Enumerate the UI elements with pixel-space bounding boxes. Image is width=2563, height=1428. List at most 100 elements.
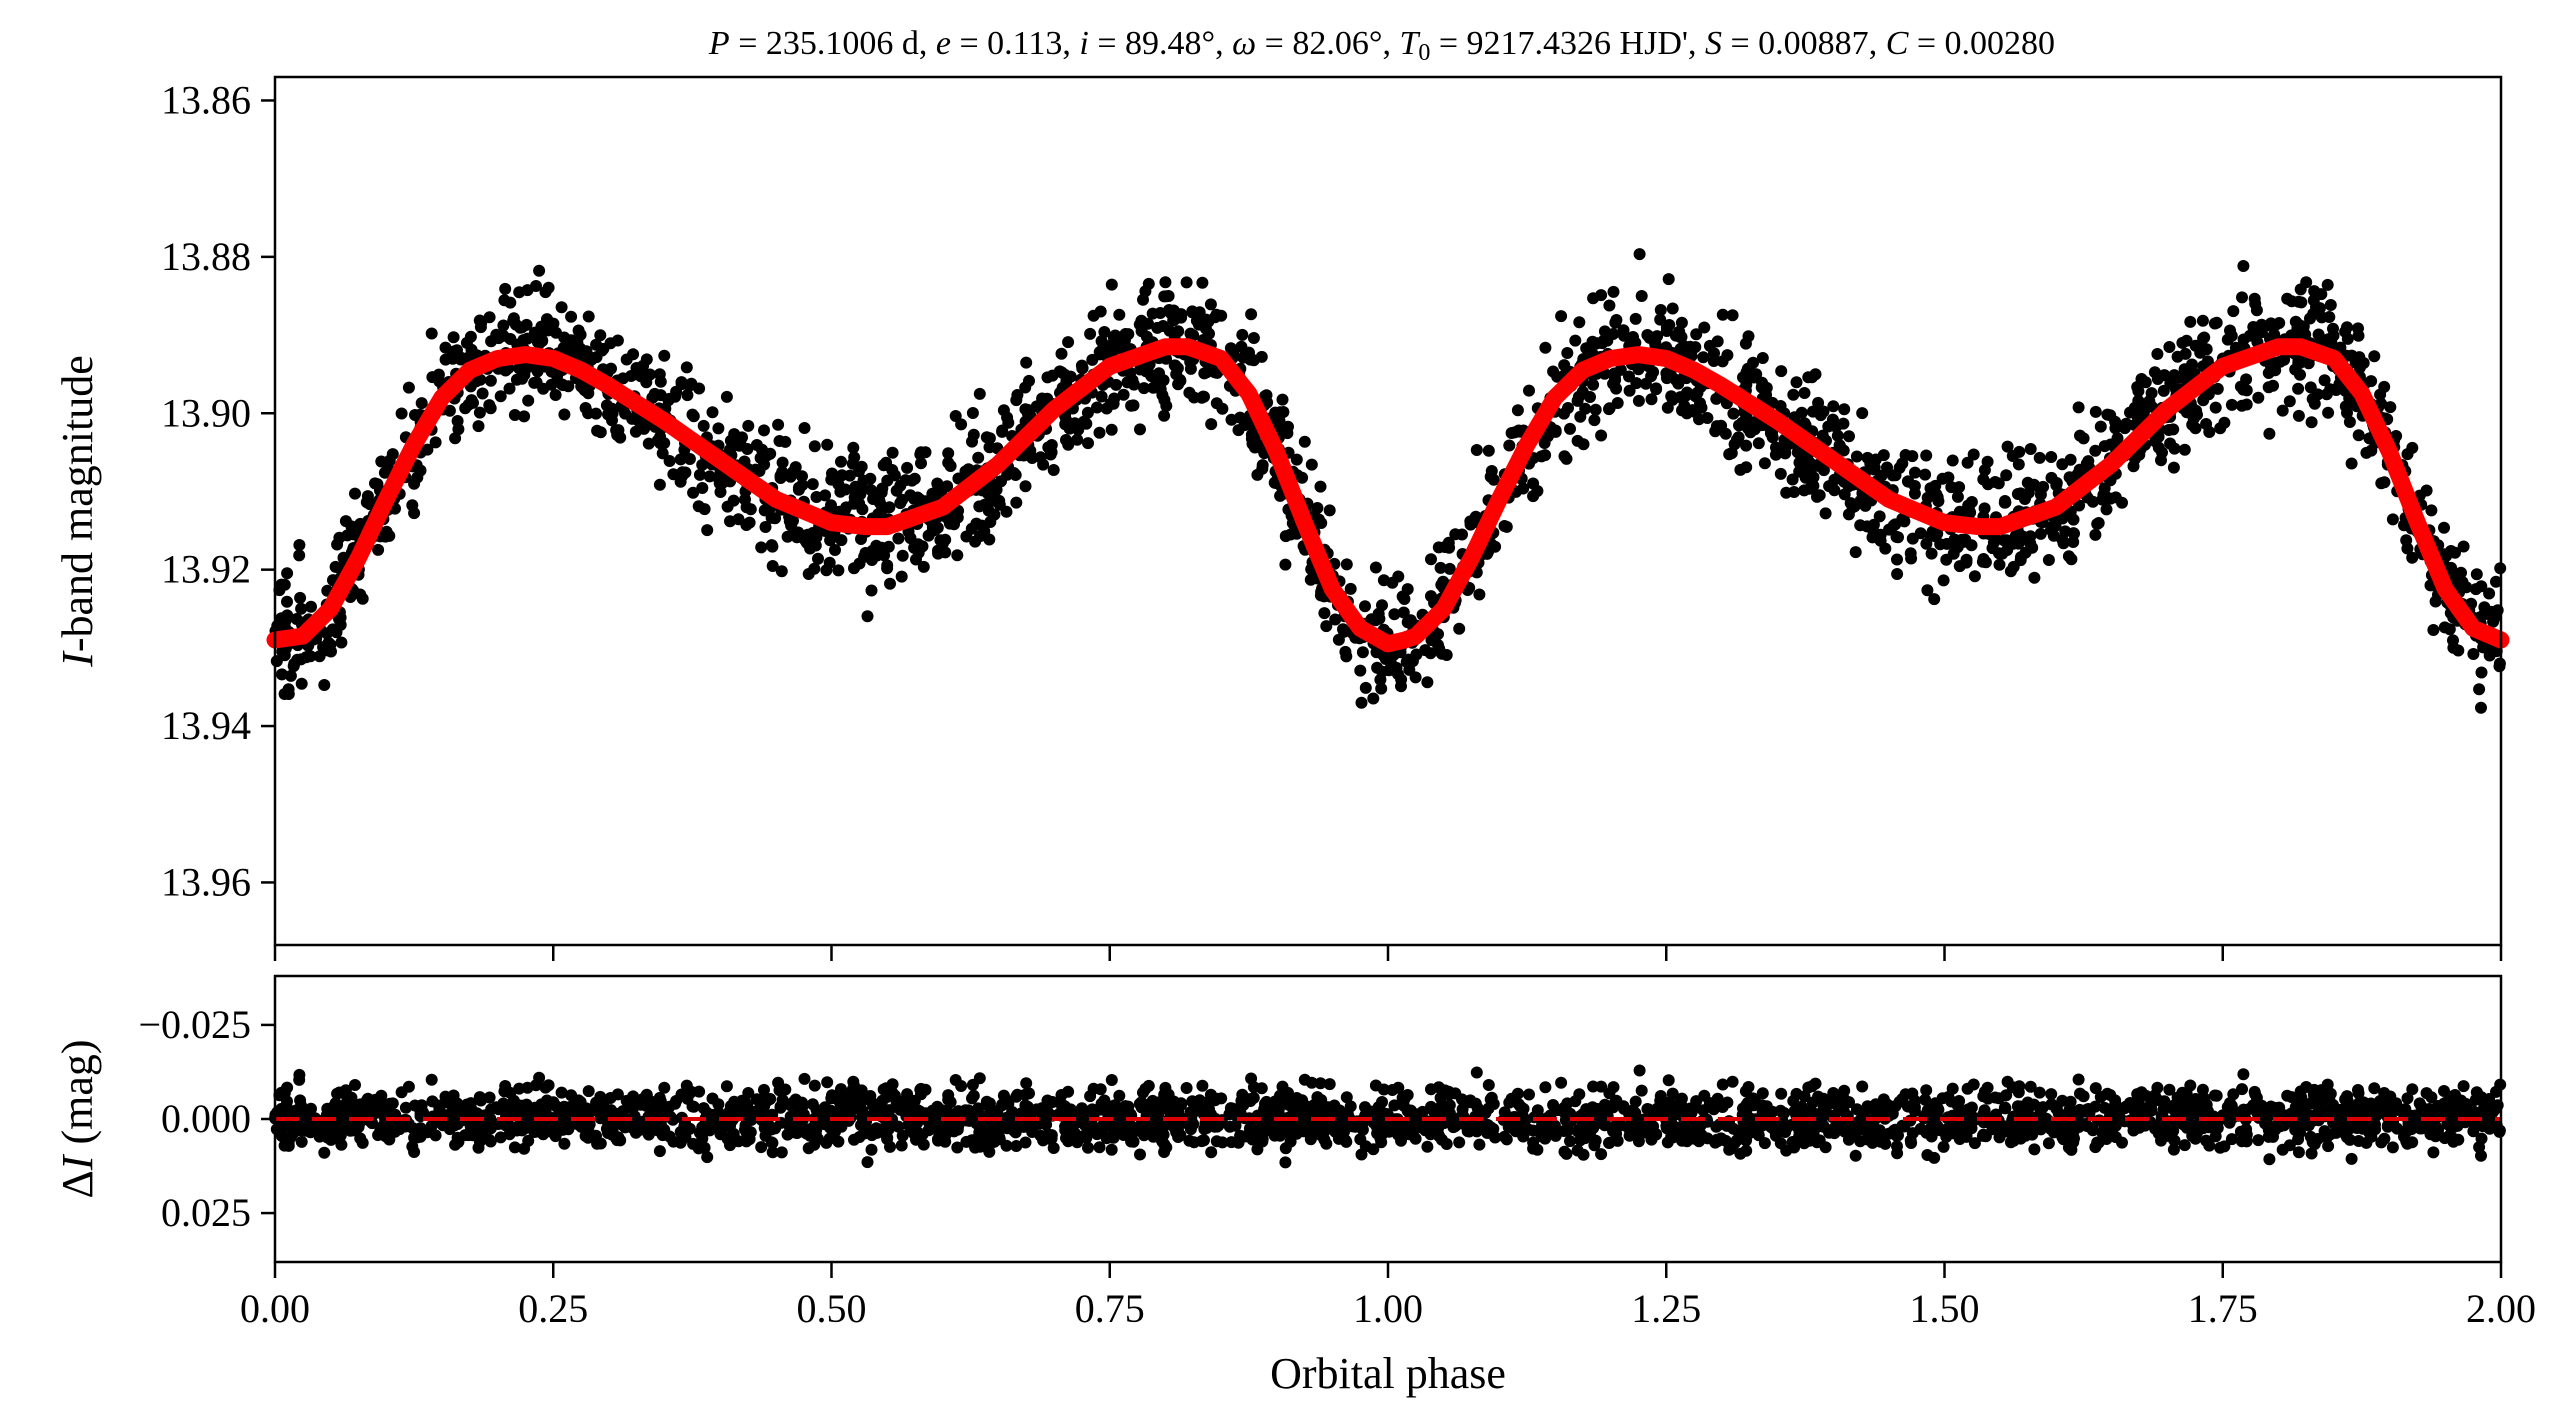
data-point <box>2168 442 2181 455</box>
data-point <box>1125 399 1138 412</box>
data-point <box>2493 660 2506 673</box>
data-point <box>2184 315 2197 328</box>
data-point <box>349 487 361 500</box>
data-point <box>642 437 655 450</box>
data-point <box>1703 339 1716 352</box>
residual-point <box>2391 1122 2404 1135</box>
residual-point <box>960 1135 973 1148</box>
data-point <box>1595 289 1608 302</box>
data-point <box>1197 390 1210 403</box>
data-point <box>1245 308 1258 321</box>
residual-point <box>653 1145 666 1158</box>
residual-point <box>547 1096 560 1109</box>
data-point <box>821 438 834 451</box>
residual-point <box>901 1088 914 1101</box>
residual-point <box>966 1092 978 1105</box>
data-point <box>2375 397 2387 410</box>
data-point <box>683 453 696 465</box>
residual-point <box>1829 1096 1842 1109</box>
residual-point <box>2375 1136 2388 1149</box>
data-point <box>1388 608 1401 621</box>
y-tick-label: 13.94 <box>161 703 251 748</box>
data-point <box>755 541 768 554</box>
data-point <box>1654 304 1667 316</box>
data-point <box>2145 387 2158 400</box>
residual-point <box>2057 1133 2070 1146</box>
data-point <box>1437 575 1450 588</box>
data-point <box>1584 391 1596 403</box>
data-point <box>1470 444 1483 456</box>
data-point <box>955 418 968 431</box>
data-point <box>1740 461 1753 474</box>
data-point <box>1154 383 1167 396</box>
data-point <box>439 341 452 354</box>
residual-point <box>1775 1087 1788 1100</box>
data-point <box>1790 376 1803 389</box>
data-point <box>2300 276 2313 289</box>
data-point <box>497 319 510 332</box>
residual-point <box>2267 1130 2279 1143</box>
data-point <box>2013 527 2026 540</box>
residual-point <box>1635 1084 1648 1097</box>
data-point <box>1062 438 1075 451</box>
data-point <box>2042 554 2055 566</box>
data-point <box>1082 437 1094 450</box>
data-point <box>1827 400 1840 413</box>
data-point <box>1795 406 1808 419</box>
data-point <box>2262 367 2275 379</box>
data-point <box>1598 325 1611 338</box>
residual-point <box>1891 1140 1903 1153</box>
residual-point <box>2178 1139 2191 1152</box>
title-text-part: , <box>1382 25 1399 62</box>
data-point <box>1856 407 1869 420</box>
residual-point <box>1999 1102 2012 1115</box>
data-point <box>1172 378 1185 391</box>
residual-point <box>1416 1105 1429 1118</box>
data-point <box>1314 480 1327 493</box>
residual-point <box>1340 1091 1353 1104</box>
data-point <box>1596 337 1609 350</box>
data-point <box>1020 356 1033 369</box>
data-point <box>361 490 374 503</box>
data-point <box>1137 293 1149 306</box>
data-point <box>1354 664 1367 677</box>
residual-point <box>1758 1137 1771 1150</box>
data-point <box>449 432 462 445</box>
data-point <box>1787 388 1800 401</box>
residual-point <box>892 1120 905 1133</box>
data-point <box>2225 398 2238 411</box>
data-point <box>674 453 687 466</box>
data-point <box>1009 469 1022 481</box>
data-point <box>2178 363 2191 376</box>
data-point <box>2267 379 2279 392</box>
data-point <box>313 650 326 663</box>
y-tick-label: 13.86 <box>161 77 251 122</box>
residual-point <box>2163 1083 2176 1096</box>
data-point <box>975 519 988 532</box>
data-point <box>766 560 779 572</box>
data-point <box>1675 331 1688 343</box>
data-point <box>1205 418 1218 431</box>
data-point <box>787 514 799 527</box>
data-point <box>693 382 706 395</box>
data-point <box>318 679 331 691</box>
title-symbol: e <box>936 25 951 62</box>
data-point <box>1921 491 1934 504</box>
y-tick-label: 13.92 <box>161 547 251 592</box>
data-point <box>1555 310 1568 323</box>
data-point <box>960 530 973 543</box>
top-plot-frame <box>273 75 2503 947</box>
data-point <box>1666 302 1679 315</box>
data-point <box>2470 568 2483 581</box>
residual-point <box>666 1113 679 1126</box>
residual-point <box>349 1079 361 1091</box>
title-text-part: , <box>1062 25 1079 62</box>
data-point <box>1909 466 1921 479</box>
data-point <box>656 447 669 460</box>
data-point <box>1977 553 1990 565</box>
data-point <box>1798 387 1811 399</box>
residual-point <box>894 1103 907 1116</box>
data-point <box>1369 561 1382 574</box>
residual-point <box>1942 1091 1955 1103</box>
